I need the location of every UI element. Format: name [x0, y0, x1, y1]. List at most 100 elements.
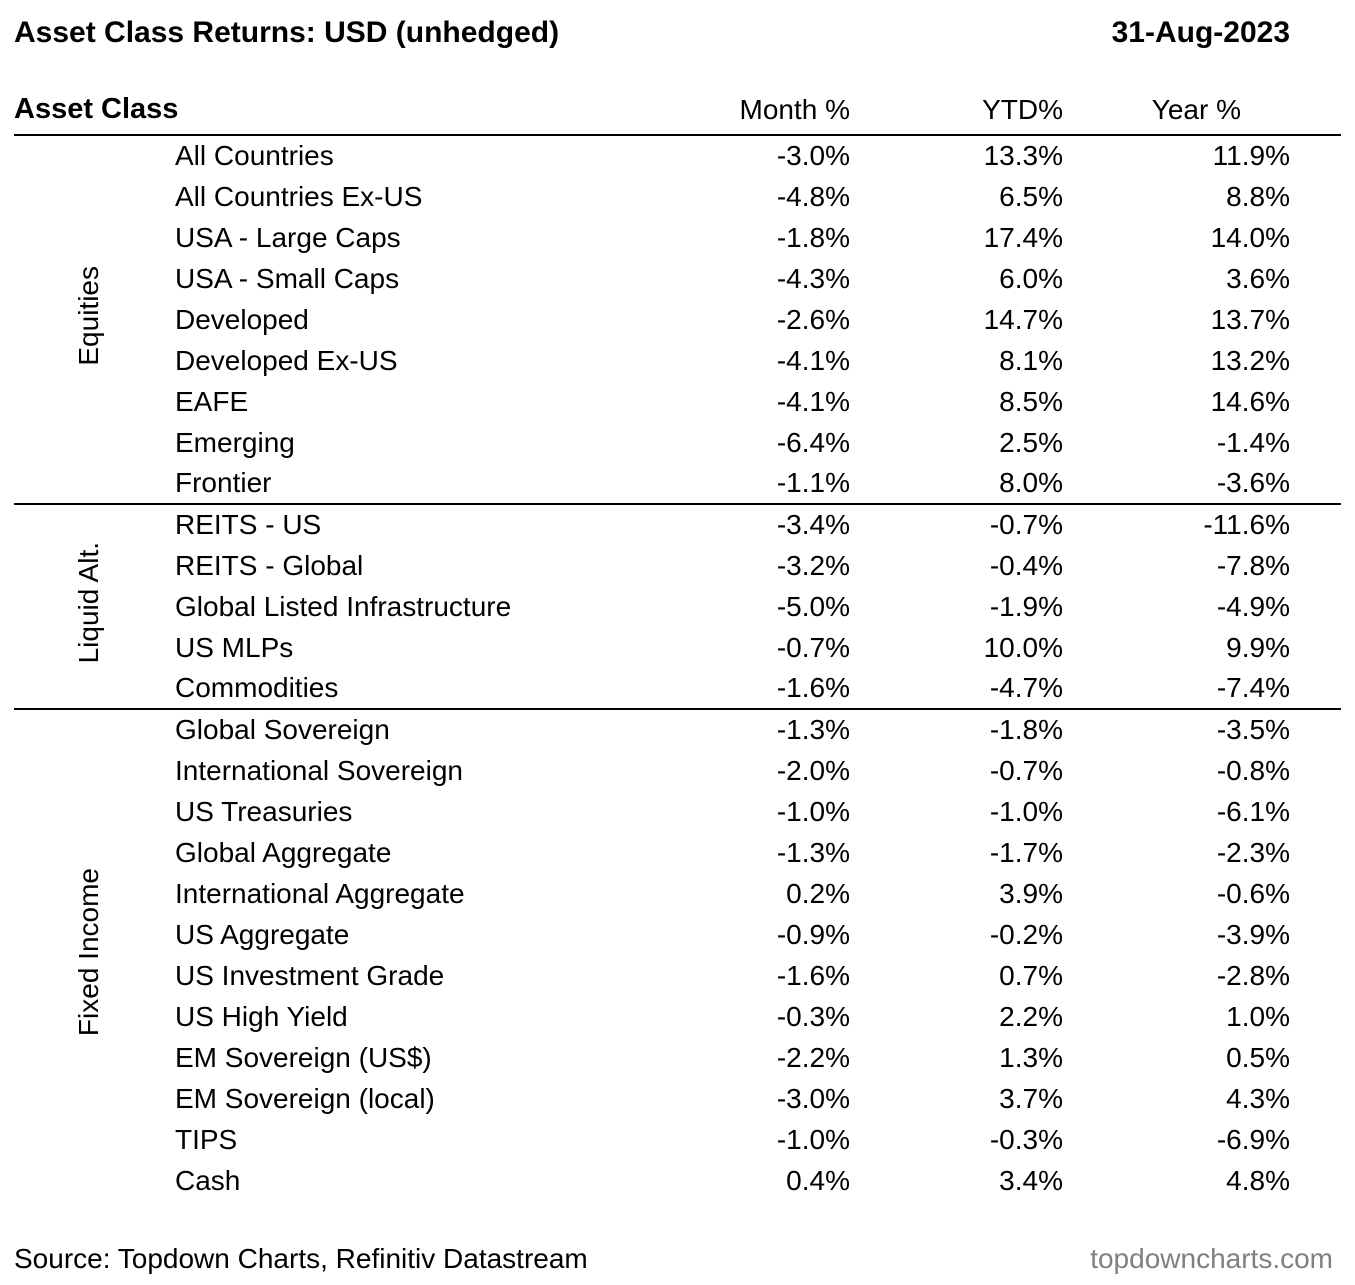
month-value-cell: -3.0%	[776, 1082, 850, 1114]
table-row: USA - Small Caps -4.3% 6.0% 3.6%	[14, 258, 1341, 299]
column-header-asset-class: Asset Class	[14, 93, 179, 125]
table-row: EM Sovereign (US$) -2.2% 1.3% 0.5%	[14, 1037, 1341, 1078]
year-value-cell: 4.8%	[1226, 1164, 1290, 1196]
table-row: Developed -2.6% 14.7% 13.7%	[14, 299, 1341, 340]
asset-name-cell: Emerging	[175, 426, 295, 458]
asset-name-cell: Global Sovereign	[175, 714, 390, 745]
year-value-cell: 14.0%	[1210, 221, 1290, 253]
table-row: International Sovereign -2.0% -0.7% -0.8%	[14, 750, 1341, 791]
section-equities: Equities All Countries -3.0% 13.3% 11.9% All …	[14, 135, 1341, 504]
ytd-value-cell: 14.7%	[983, 303, 1063, 335]
month-value-cell: -5.0%	[776, 590, 850, 622]
ytd-value-cell: 3.4%	[999, 1164, 1063, 1196]
year-value-cell: -0.8%	[1216, 754, 1290, 786]
column-header-month: Month %	[739, 94, 851, 125]
ytd-value-cell: -0.4%	[989, 549, 1063, 581]
report-header: Asset Class Returns: USD (unhedged) 31-A…	[14, 14, 1341, 52]
ytd-value-cell: 10.0%	[983, 631, 1063, 663]
report-date: 31-Aug-2023	[1111, 16, 1290, 49]
asset-name-cell: US Investment Grade	[175, 959, 445, 991]
month-value-cell: -1.3%	[776, 836, 850, 868]
asset-name-cell: Developed Ex-US	[175, 344, 398, 376]
asset-name-cell: Frontier	[175, 467, 272, 498]
month-value-cell: -6.4%	[776, 426, 850, 458]
asset-name-cell: Commodities	[175, 672, 339, 703]
year-value-cell: 4.3%	[1226, 1082, 1290, 1114]
year-value-cell: -7.8%	[1216, 549, 1290, 581]
year-value-cell: -3.6%	[1216, 467, 1290, 498]
group-cell-equities: Equities	[14, 135, 164, 504]
table-row: US High Yield -0.3% 2.2% 1.0%	[14, 996, 1341, 1037]
ytd-value-cell: -1.9%	[989, 590, 1063, 622]
year-value-cell: -6.9%	[1216, 1123, 1290, 1155]
asset-name-cell: All Countries	[175, 140, 334, 171]
month-value-cell: 0.2%	[786, 877, 850, 909]
asset-name-cell: US MLPs	[175, 631, 294, 663]
table-row: TIPS -1.0% -0.3% -6.9%	[14, 1119, 1341, 1160]
column-header-row: Asset Class Month % YTD% Year %	[14, 87, 1341, 135]
asset-name-cell: EM Sovereign (local)	[175, 1082, 435, 1114]
month-value-cell: -1.0%	[776, 795, 850, 827]
asset-name-cell: TIPS	[175, 1123, 238, 1155]
ytd-value-cell: 3.9%	[999, 877, 1063, 909]
asset-name-cell: Global Listed Infrastructure	[175, 590, 512, 622]
asset-name-cell: EM Sovereign (US$)	[175, 1041, 432, 1073]
table-row: US Investment Grade -1.6% 0.7% -2.8%	[14, 955, 1341, 996]
ytd-value-cell: -1.7%	[989, 836, 1063, 868]
table-row: Frontier -1.1% 8.0% -3.6%	[14, 463, 1341, 504]
year-value-cell: -6.1%	[1216, 795, 1290, 827]
watermark-link: topdowncharts.com	[1090, 1243, 1333, 1274]
table-row: US Treasuries -1.0% -1.0% -6.1%	[14, 791, 1341, 832]
ytd-value-cell: 17.4%	[983, 221, 1063, 253]
year-value-cell: 3.6%	[1226, 262, 1290, 294]
table-row: Commodities -1.6% -4.7% -7.4%	[14, 668, 1341, 709]
ytd-value-cell: 13.3%	[983, 140, 1063, 171]
group-label: Equities	[73, 266, 104, 366]
month-value-cell: -2.0%	[776, 754, 850, 786]
table-row: US Aggregate -0.9% -0.2% -3.9%	[14, 914, 1341, 955]
asset-name-cell: REITS - Global	[175, 549, 364, 581]
asset-name-cell: EAFE	[175, 385, 249, 417]
returns-table: Asset Class Month % YTD% Year % Equities…	[14, 87, 1341, 1201]
asset-name-cell: Developed	[175, 303, 309, 335]
table-row: Equities All Countries -3.0% 13.3% 11.9%	[14, 135, 1341, 366]
section-liquid-alt: Liquid Alt. REITS - US -3.4% -0.7% -11.6% REI…	[14, 504, 1341, 709]
ytd-value-cell: -1.8%	[989, 714, 1063, 745]
year-value-cell: -1.4%	[1216, 426, 1290, 458]
table-row: REITS - Global -3.2% -0.4% -7.8%	[14, 545, 1341, 586]
asset-name-cell: US High Yield	[175, 1000, 348, 1032]
source-note: Source: Topdown Charts, Refinitiv Datast…	[14, 1243, 588, 1274]
group-label: Liquid Alt.	[73, 542, 104, 664]
ytd-value-cell: 6.0%	[999, 262, 1063, 294]
month-value-cell: -4.3%	[776, 262, 850, 294]
ytd-value-cell: 2.2%	[999, 1000, 1063, 1032]
month-value-cell: -1.0%	[776, 1123, 850, 1155]
ytd-value-cell: -0.3%	[989, 1123, 1063, 1155]
ytd-value-cell: 8.0%	[999, 467, 1063, 498]
year-value-cell: -3.9%	[1216, 918, 1290, 950]
year-value-cell: 1.0%	[1226, 1000, 1290, 1032]
ytd-value-cell: 1.3%	[999, 1041, 1063, 1073]
table-row: Emerging -6.4% 2.5% -1.4%	[14, 422, 1341, 463]
column-header-ytd: YTD%	[982, 94, 1063, 125]
table-row: Global Aggregate -1.3% -1.7% -2.3%	[14, 832, 1341, 873]
asset-name-cell: US Treasuries	[175, 795, 353, 827]
asset-name-cell: USA - Small Caps	[175, 262, 400, 294]
month-value-cell: -4.8%	[776, 180, 850, 212]
year-value-cell: 0.5%	[1226, 1041, 1290, 1073]
year-value-cell: 14.6%	[1210, 385, 1290, 417]
year-value-cell: 9.9%	[1226, 631, 1290, 663]
table-row: Cash 0.4% 3.4% 4.8%	[14, 1160, 1341, 1201]
month-value-cell: -0.7%	[776, 631, 850, 663]
year-value-cell: -11.6%	[1203, 509, 1290, 540]
table-row: EM Sovereign (local) -3.0% 3.7% 4.3%	[14, 1078, 1341, 1119]
asset-name-cell: International Sovereign	[175, 754, 463, 786]
month-value-cell: -3.0%	[776, 140, 850, 171]
ytd-value-cell: 2.5%	[999, 426, 1063, 458]
ytd-value-cell: 6.5%	[999, 180, 1063, 212]
page-title: Asset Class Returns: USD (unhedged)	[14, 16, 560, 49]
report-footer: Source: Topdown Charts, Refinitiv Datast…	[14, 1243, 1341, 1275]
asset-name-cell: USA - Large Caps	[175, 221, 401, 253]
table-row: US MLPs -0.7% 10.0% 9.9%	[14, 627, 1341, 668]
month-value-cell: -3.4%	[776, 509, 850, 540]
